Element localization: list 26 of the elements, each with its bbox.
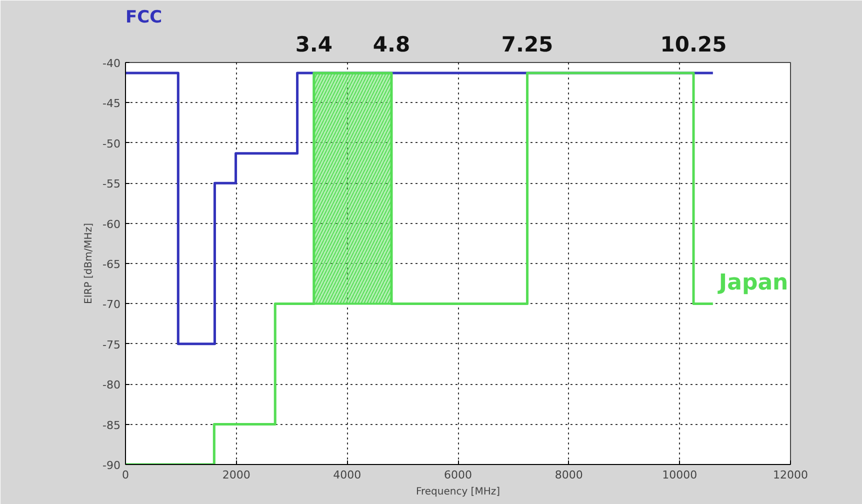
y-tick-label: -50 — [102, 137, 120, 150]
series-label: Japan — [716, 270, 788, 296]
annotation: 3.4 — [295, 32, 333, 56]
x-tick-label: 8000 — [554, 468, 583, 482]
y-tick-label: -40 — [102, 57, 120, 70]
x-tick-label: 6000 — [444, 468, 472, 482]
y-tick-label: -45 — [102, 97, 120, 110]
x-axis-title: Frequency [MHz] — [416, 486, 500, 498]
x-tick-label: 12000 — [773, 468, 808, 482]
y-axis-title: EIRP [dBm/MHz] — [84, 222, 95, 304]
y-tick-label: -85 — [102, 418, 120, 432]
annotation: 4.8 — [372, 32, 410, 56]
y-tick-label: -80 — [102, 378, 120, 392]
y-tick-label: -55 — [102, 178, 120, 191]
annotation: 7.25 — [501, 32, 554, 56]
y-tick-label: -65 — [102, 258, 120, 271]
y-tick-label: -60 — [102, 218, 120, 231]
text: FCC — [126, 8, 162, 28]
y-tick-label: -75 — [102, 338, 120, 352]
annotation: 10.25 — [660, 32, 727, 56]
y-tick-label: -90 — [102, 459, 120, 472]
x-tick-label: 10000 — [662, 468, 698, 482]
x-tick-label: 0 — [122, 468, 129, 482]
y-tick-label: -70 — [102, 298, 120, 312]
x-tick-label: 2000 — [222, 468, 250, 482]
x-tick-label: 4000 — [333, 468, 362, 482]
